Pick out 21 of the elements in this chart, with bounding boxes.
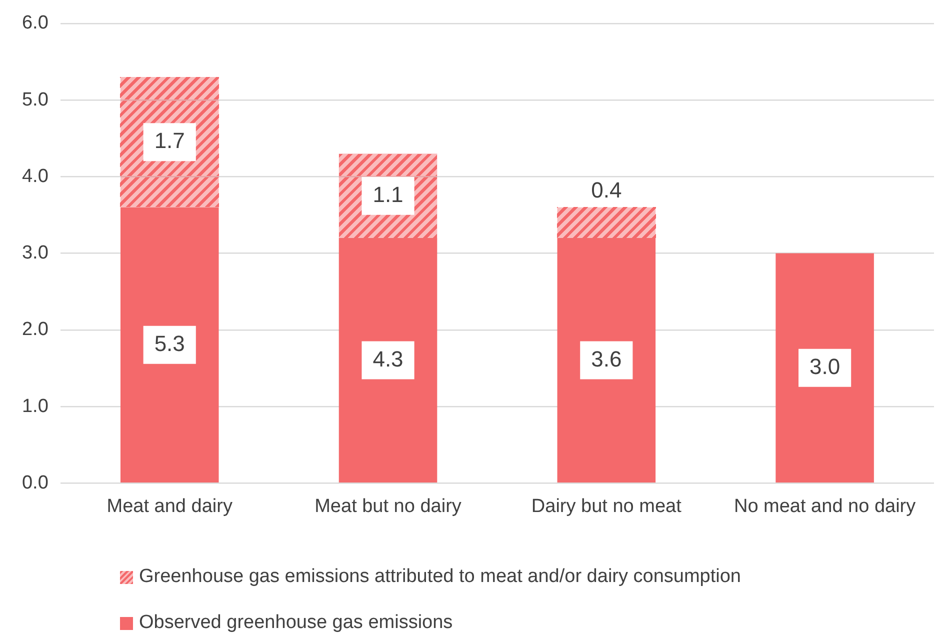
total-label: 3.6: [591, 346, 622, 372]
bar: [776, 253, 874, 483]
total-label: 5.3: [154, 330, 185, 356]
total-label: 3.0: [810, 354, 840, 379]
x-tick-label: Meat and dairy: [106, 496, 233, 517]
data-label: 1.1: [372, 182, 404, 207]
x-tick-label: Dairy but no meat: [531, 496, 682, 517]
legend-label: Greenhouse gas emissions attributed to meat and/or dairy consumption: [139, 566, 741, 588]
x-tick-label: Meat but no dairy: [314, 496, 462, 517]
data-label: 0.4: [591, 177, 622, 202]
y-tick-label: 4.0: [22, 166, 48, 187]
y-tick-label: 0.0: [22, 472, 48, 494]
y-tick-label: 3.0: [22, 242, 48, 264]
x-tick-label: No meat and no dairy: [734, 496, 916, 517]
y-tick-label: 1.0: [22, 396, 48, 417]
y-tick-label: 6.0: [22, 12, 48, 34]
legend-label: Observed greenhouse gas emissions: [139, 612, 453, 634]
data-label: 1.7: [154, 128, 185, 154]
total-label: 4.3: [372, 346, 404, 372]
y-tick-label: 2.0: [22, 319, 48, 340]
y-tick-label: 5.0: [22, 89, 48, 110]
